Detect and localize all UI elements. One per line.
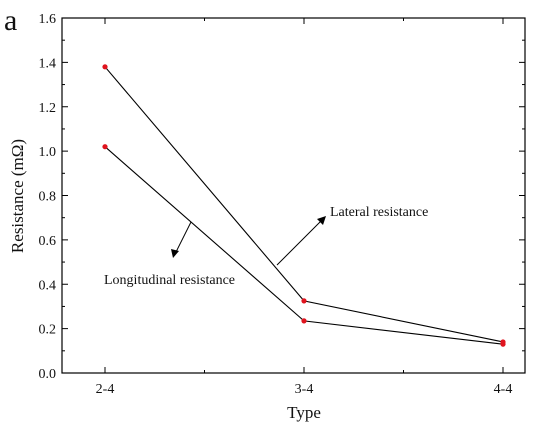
annotations: Lateral resistance Longitudinal resistan… (104, 205, 428, 288)
data-point-lateral (301, 298, 307, 304)
y-tick-label: 1.4 (39, 56, 57, 71)
y-tick-label: 0.6 (39, 234, 57, 249)
series-line-longitudinal (104, 146, 504, 345)
y-tick-label: 0.8 (39, 190, 57, 205)
y-tick-label: 0.2 (39, 323, 57, 338)
data-point-lateral (102, 64, 108, 70)
y-tick-label: 0.0 (39, 367, 57, 382)
x-axis-title: Type (287, 403, 321, 422)
y-tick-label: 1.6 (39, 12, 57, 27)
series-label-lateral-arrow (276, 218, 324, 266)
series-group (102, 64, 506, 347)
y-axis: 0.0 0.2 0.4 0.6 0.8 1.0 1.2 1.4 1.6 (39, 12, 525, 382)
y-tick-label: 1.0 (39, 145, 57, 160)
series-label-longitudinal-arrow (174, 221, 192, 255)
series-label-longitudinal: Longitudinal resistance (104, 273, 235, 288)
x-tick-label: 2-4 (96, 382, 115, 397)
series-label-longitudinal-arrowhead (171, 249, 179, 258)
data-point-longitudinal (500, 341, 506, 347)
series-label-lateral-arrowhead (317, 216, 326, 225)
data-point-longitudinal (102, 144, 108, 150)
x-tick-label: 4-4 (494, 382, 513, 397)
plot-frame (61, 17, 526, 374)
y-tick-label: 0.4 (39, 278, 57, 293)
x-axis: 2-4 3-4 4-4 (96, 18, 513, 397)
y-axis-title: Resistance (mΩ) (8, 139, 27, 253)
series-label-lateral: Lateral resistance (330, 205, 428, 220)
y-tick-label: 1.2 (39, 101, 57, 116)
data-point-longitudinal (301, 318, 307, 324)
x-tick-label: 3-4 (295, 382, 314, 397)
panel-label: a (4, 4, 17, 37)
